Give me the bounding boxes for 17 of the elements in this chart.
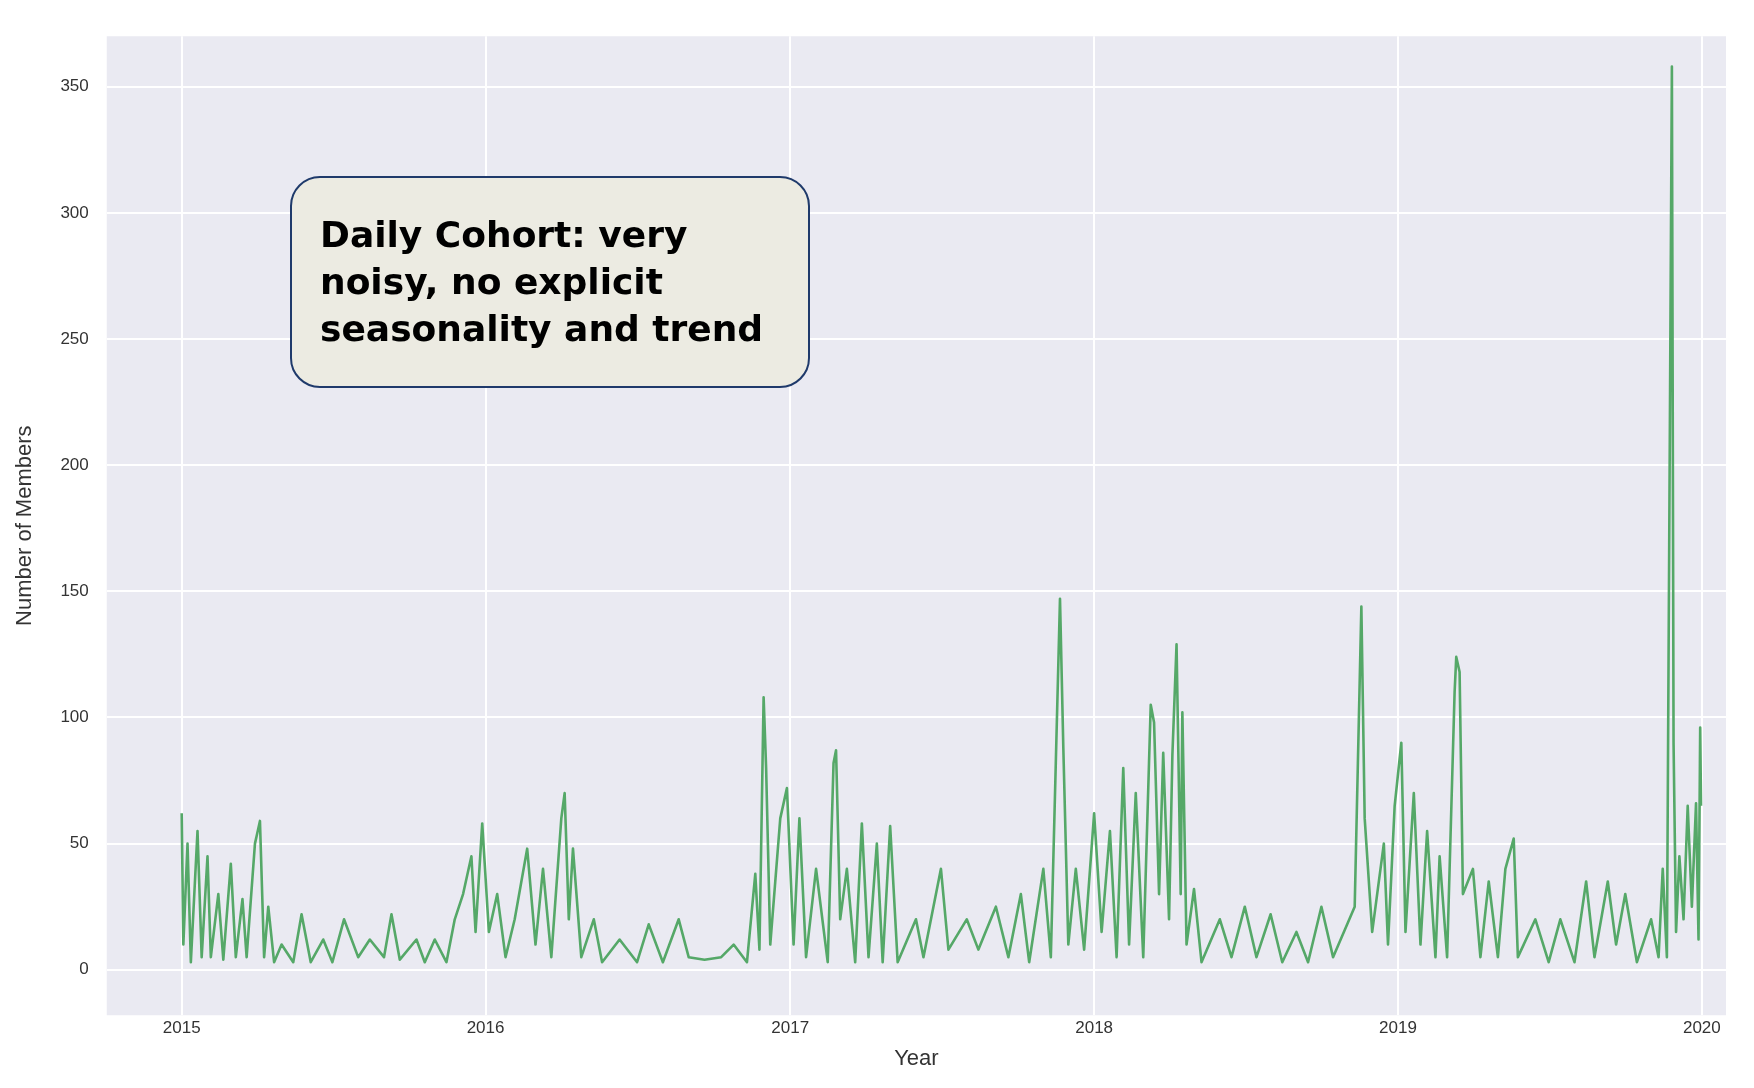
x-tick-label: 2016 (466, 1018, 505, 1038)
y-tick-label: 50 (69, 833, 89, 853)
y-tick-label: 100 (60, 707, 89, 727)
annotation: Daily Cohort: very noisy, no explicit seasonality and trend (290, 176, 810, 389)
x-tick-label: 2017 (771, 1018, 810, 1038)
x-tick-label: 2019 (1379, 1018, 1417, 1038)
y-tick-label: 200 (60, 454, 89, 474)
y-tick-label: 350 (60, 76, 89, 96)
y-tick-label: 250 (60, 328, 89, 348)
y-tick-label: 300 (60, 202, 89, 222)
y-axis-title: Number of Members (11, 425, 37, 626)
x-tick-label: 2015 (162, 1018, 201, 1038)
x-axis-title: Year (894, 1044, 939, 1070)
x-tick-label: 2020 (1682, 1018, 1721, 1038)
x-tick-label: 2018 (1075, 1018, 1114, 1038)
y-tick-label: 0 (79, 959, 89, 979)
y-tick-label: 150 (60, 580, 89, 600)
